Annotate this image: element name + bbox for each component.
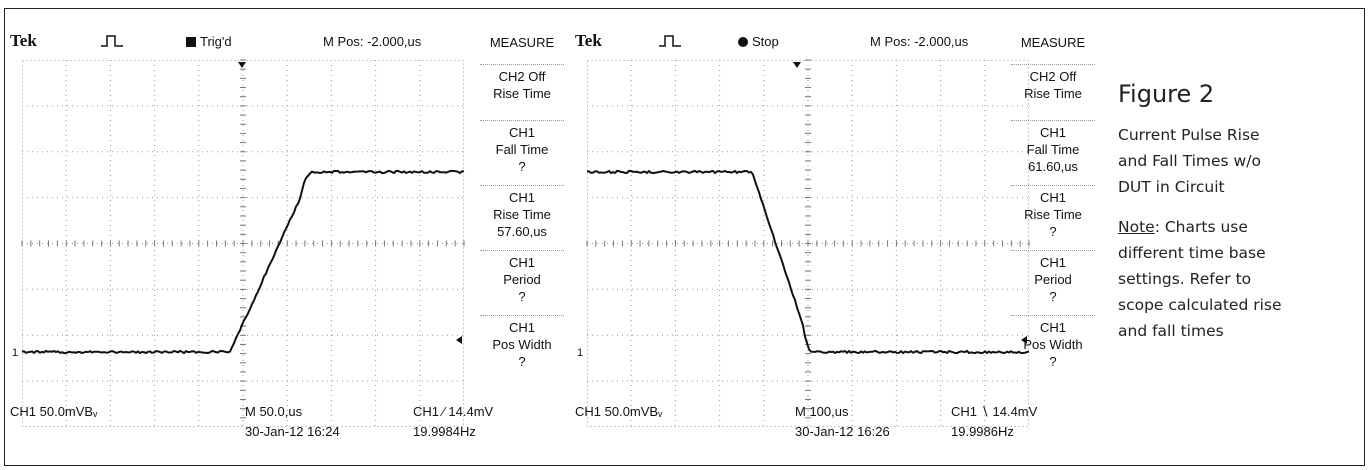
mpos-label: M Pos: -2.000,us [323, 34, 421, 49]
caption-line: DUT in Circuit [1118, 174, 1348, 200]
trigger-position-marker [238, 62, 246, 68]
measure-line: CH1 [480, 124, 564, 141]
channel-marker: 1 [577, 347, 583, 359]
measure-line: Rise Time [1011, 85, 1095, 102]
measure-line: CH2 Off [1011, 68, 1095, 85]
brand-label: Tek [10, 31, 37, 51]
measure-item: CH2 Off Rise Time [1011, 64, 1095, 102]
measure-line: Fall Time [1011, 141, 1095, 158]
measure-value: ? [480, 288, 564, 305]
waveform-display: 1 [22, 60, 464, 427]
measure-line: Rise Time [1011, 206, 1095, 223]
measure-line: Fall Time [480, 141, 564, 158]
measure-item: CH1 Rise Time 57.60,us [480, 185, 564, 240]
frequency: 19.9984Hz [413, 424, 476, 439]
measure-line: Pos Width [480, 336, 564, 353]
status-label: Stop [752, 34, 779, 49]
caption-title: Figure 2 [1118, 80, 1348, 108]
trig-square-icon [186, 37, 196, 47]
caption-note-line: settings. Refer to [1118, 266, 1348, 292]
trigger-position-marker [793, 62, 801, 68]
measure-value: ? [1011, 288, 1095, 305]
scope-grid: 1 [22, 60, 464, 427]
status-indicator: Stop [738, 34, 779, 49]
note-label: Note [1118, 218, 1155, 236]
channel-marker: 1 [12, 347, 18, 359]
pulse-icon [100, 34, 124, 51]
measure-value: ? [480, 353, 564, 370]
timebase: M 100,us [795, 404, 848, 419]
scope-grid: 1 [587, 60, 1029, 427]
mpos-label: M Pos: -2.000,us [870, 34, 968, 49]
measure-line: CH1 [480, 319, 564, 336]
measure-item: CH2 Off Rise Time [480, 64, 564, 102]
measure-value: 57.60,us [480, 223, 564, 240]
figure-caption: Figure 2 Current Pulse Rise and Fall Tim… [1118, 80, 1348, 344]
measure-value: ? [480, 158, 564, 175]
measure-line: Period [1011, 271, 1095, 288]
caption-line: Current Pulse Rise [1118, 122, 1348, 148]
measure-panel: MEASURE CH2 Off Rise Time CH1 Fall Time 61.… [1005, 30, 1101, 400]
caption-line: and Fall Times w/o [1118, 148, 1348, 174]
note-text: : Charts use [1155, 218, 1248, 236]
caption-note-line: and fall times [1118, 318, 1348, 344]
measure-item: CH1 Fall Time 61.60,us [1011, 120, 1095, 175]
frequency: 19.9986Hz [951, 424, 1014, 439]
measure-value: ? [1011, 353, 1095, 370]
status-label: Trig'd [200, 34, 232, 49]
measure-item: CH1 Period? [480, 250, 564, 305]
brand-label: Tek [575, 31, 602, 51]
measure-title: MEASURE [474, 34, 570, 51]
trigger-level-marker [456, 336, 462, 344]
timebase: M 50.0,us [245, 404, 302, 419]
datetime: 30-Jan-12 16:26 [795, 424, 890, 439]
scope-bottom-bar: CH1 50.0mVBᵥ M 50.0,us 30-Jan-12 16:24 C… [8, 402, 568, 454]
measure-line: Rise Time [480, 206, 564, 223]
measure-item: CH1 Pos Width? [480, 315, 564, 370]
measure-line: CH1 [480, 254, 564, 271]
measure-item: CH1 Rise Time? [1011, 185, 1095, 240]
waveform-display: 1 [587, 60, 1029, 427]
measure-line: CH2 Off [480, 68, 564, 85]
measure-item: CH1 Pos Width? [1011, 315, 1095, 370]
scope-left: Tek Trig'd M Pos: -2.000,us 1 MEASURE CH… [8, 30, 568, 460]
measure-line: Period [480, 271, 564, 288]
measure-line: CH1 [1011, 254, 1095, 271]
measure-line: Rise Time [480, 85, 564, 102]
scope-top-bar: Tek Trig'd M Pos: -2.000,us [8, 30, 468, 54]
stop-dot-icon [738, 37, 748, 47]
caption-note: Note: Charts use [1118, 214, 1348, 240]
center-ticks [587, 60, 1029, 418]
center-ticks [22, 60, 464, 418]
scope-top-bar: Tek Stop M Pos: -2.000,us [573, 30, 1033, 54]
caption-note-line: scope calculated rise [1118, 292, 1348, 318]
caption-note-line: different time base [1118, 240, 1348, 266]
measure-line: CH1 [1011, 189, 1095, 206]
scope-right: Tek Stop M Pos: -2.000,us 1 MEASURE CH2 … [573, 30, 1133, 460]
pulse-icon [658, 34, 682, 51]
channel-scale: CH1 50.0mVBᵥ [575, 404, 662, 419]
measure-line: CH1 [1011, 124, 1095, 141]
channel-scale: CH1 50.0mVBᵥ [10, 404, 97, 419]
measure-line: CH1 [1011, 319, 1095, 336]
measure-panel: MEASURE CH2 Off Rise Time CH1 Fall Time? C… [474, 30, 570, 400]
status-indicator: Trig'd [186, 34, 232, 49]
trigger-level: CH1 ∕ 14.4mV [413, 404, 493, 419]
measure-value: 61.60,us [1011, 158, 1095, 175]
trigger-level: CH1 ∖ 14.4mV [951, 404, 1037, 420]
measure-item: CH1 Fall Time? [480, 120, 564, 175]
measure-line: CH1 [480, 189, 564, 206]
scope-bottom-bar: CH1 50.0mVBᵥ M 100,us 30-Jan-12 16:26 CH… [573, 402, 1133, 454]
measure-item: CH1 Period? [1011, 250, 1095, 305]
datetime: 30-Jan-12 16:24 [245, 424, 340, 439]
measure-line: Pos Width [1011, 336, 1095, 353]
measure-title: MEASURE [1005, 34, 1101, 51]
measure-value: ? [1011, 223, 1095, 240]
